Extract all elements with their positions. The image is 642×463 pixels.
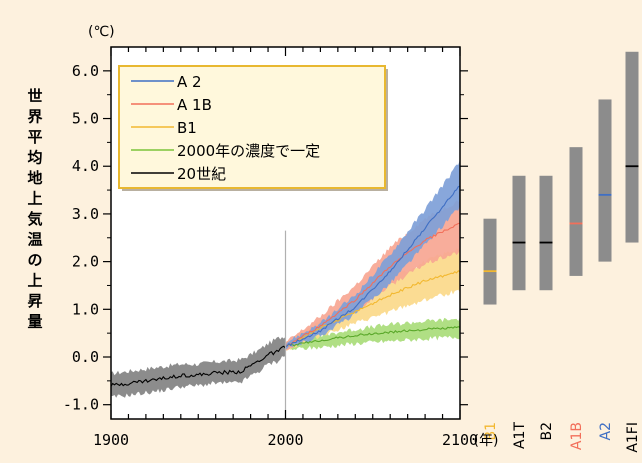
ylabel-char-4: 地 <box>27 169 42 187</box>
range-label-A1T: A1T <box>512 422 528 449</box>
legend-label-1: A 1B <box>177 96 212 114</box>
line-1 <box>285 326 461 347</box>
y-tick-label-2: 1.0 <box>72 300 99 318</box>
x-unit-label: (年) <box>474 433 499 449</box>
y-tick-label-3: 2.0 <box>72 253 99 271</box>
range-bar-A1T <box>512 175 526 291</box>
ylabel-char-1: 界 <box>27 108 42 126</box>
y-tick-label-5: 4.0 <box>72 157 99 175</box>
ylabel-char-3: 均 <box>27 149 42 167</box>
x-tick-label-2: 2100 <box>442 431 478 449</box>
range-bar-B2 <box>539 175 553 291</box>
range-label-A2: A2 <box>598 422 614 440</box>
y-tick-label-1: 0.0 <box>72 348 99 366</box>
ylabel-char-0: 世 <box>27 87 42 105</box>
ylabel-char-11: 量 <box>27 313 42 331</box>
series-lines <box>110 185 461 387</box>
legend-label-4: 20世紀 <box>177 165 226 183</box>
y-tick-label-7: 6.0 <box>72 62 99 80</box>
x-tick-label-0: 1900 <box>93 431 129 449</box>
scenario-range-bars: B1 A1T B2 A1B A2 A1FI <box>483 51 641 453</box>
range-label-A1FI: A1FI <box>625 422 641 453</box>
y-tick-label-4: 3.0 <box>72 205 99 223</box>
legend-label-2: B1 <box>177 119 197 137</box>
ylabel-char-5: 上 <box>27 190 42 208</box>
ylabel-char-10: 昇 <box>27 292 42 310</box>
range-label-B1: B1 <box>483 422 499 441</box>
ylabel-char-6: 気 <box>27 210 42 228</box>
axes: -1.0 0.0 1.0 2.0 3.0 4.0 5.0 6.0 1900 2000 2100 <box>63 46 478 449</box>
legend-label-0: A 2 <box>177 73 202 91</box>
range-label-B2: B2 <box>539 422 555 441</box>
ylabel-char-7: 温 <box>27 231 42 249</box>
y-unit-label: (℃) <box>88 24 115 40</box>
range-bar-B1 <box>483 218 497 305</box>
legend-label-3: 2000年の濃度で一定 <box>177 142 320 160</box>
line-4 <box>285 185 461 348</box>
line-3 <box>285 222 461 347</box>
range-bar-A2 <box>598 99 612 262</box>
y-tick-label-0: -1.0 <box>63 396 99 414</box>
range-label-A1B: A1B <box>569 422 585 450</box>
band-0 <box>111 336 286 398</box>
ylabel-char-8: の <box>27 251 42 269</box>
ylabel-char-2: 平 <box>27 128 42 146</box>
line-0 <box>110 345 286 387</box>
range-bar-A1B <box>569 147 583 276</box>
legend: A 2 A 1B B1 2000年の濃度で一定 20世紀 <box>118 65 388 191</box>
ylabel-char-9: 上 <box>27 272 42 290</box>
range-bar-A1FI <box>625 51 639 243</box>
x-tick-label-1: 2000 <box>267 431 303 449</box>
y-tick-label-6: 5.0 <box>72 110 99 128</box>
